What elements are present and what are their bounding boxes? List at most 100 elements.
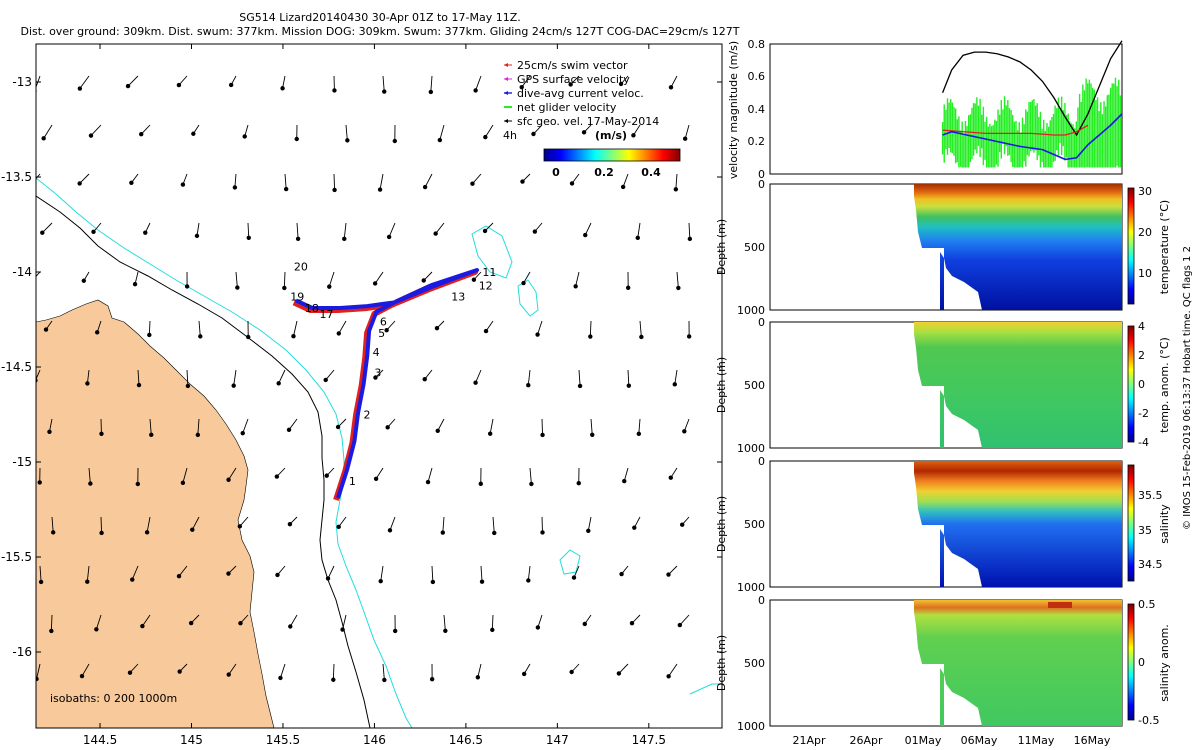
sfc-velocity-arrow: [427, 467, 433, 483]
salinity-anomaly-ytick-1: 500: [744, 657, 765, 670]
sfc-velocity-arrowhead: [531, 131, 536, 137]
sfc-velocity-arrow: [288, 418, 298, 431]
sfc-velocity-arrow: [492, 516, 495, 533]
track-day-label: 19: [290, 291, 304, 304]
sfc-velocity-arrow: [541, 516, 543, 533]
temp-anomaly-cbar-tick-0: 4: [1138, 320, 1145, 333]
sfc-velocity-arrowhead: [576, 481, 581, 486]
glider-track: [292, 268, 480, 501]
map-ytick-label: -13: [12, 75, 32, 89]
sfc-velocity-arrowhead: [483, 134, 488, 140]
sfc-velocity-arrowhead: [433, 231, 438, 236]
sfc-velocity-arrowhead: [291, 334, 296, 339]
sfc-velocity-arrowhead: [278, 675, 283, 681]
sfc-velocity-arrowhead: [377, 187, 383, 192]
temp-anomaly-field: [914, 322, 1122, 448]
sfc-velocity-arrowhead: [521, 671, 527, 677]
time-tick-5: 16May: [1074, 734, 1111, 747]
sfc-velocity-arrow: [638, 418, 641, 434]
sfc-velocity-arrowhead: [280, 86, 285, 91]
sfc-velocity-arrowhead: [616, 671, 622, 676]
sfc-velocity-arrowhead: [666, 674, 671, 679]
sfc-velocity-arrow: [280, 663, 286, 679]
track-day-label: 18: [305, 302, 319, 315]
sfc-velocity-arrow: [587, 516, 592, 531]
vel-ytick-2: 0.4: [748, 103, 766, 116]
sfc-velocity-arrow: [480, 565, 483, 582]
time-tick-2: 01May: [905, 734, 942, 747]
sfc-velocity-arrow: [435, 222, 445, 234]
sfc-velocity-arrowhead: [435, 428, 440, 433]
sfc-velocity-arrow: [328, 271, 335, 287]
sfc-velocity-arrow: [342, 614, 347, 630]
sfc-velocity-arrow: [527, 565, 531, 581]
sfc-velocity-arrow: [475, 369, 482, 383]
salinity-anomaly-cbar-tick-1: 0: [1138, 656, 1145, 669]
colorbar-title: (m/s): [595, 129, 627, 142]
sfc-velocity-arrow: [79, 75, 90, 89]
sfc-velocity-arrowhead: [629, 621, 635, 626]
colorbar-tick-2: 0.4: [641, 166, 661, 179]
sfc-velocity-arrowhead: [246, 235, 251, 240]
sfc-velocity-arrow: [431, 565, 434, 582]
sfc-velocity-arrow: [186, 369, 189, 386]
salinity-anomaly-cbar-tick-0: 0.5: [1138, 598, 1156, 611]
sfc-velocity-arrowhead: [177, 669, 182, 674]
sfc-velocity-arrowhead: [676, 285, 681, 291]
temperature-cbar-tick-0: 30: [1138, 185, 1152, 198]
track-day-label: 3: [374, 367, 381, 380]
sfc-velocity-arrowhead: [473, 380, 478, 385]
temperature-ytick-1: 500: [744, 241, 765, 254]
sfc-velocity-arrow: [338, 320, 347, 334]
map-ytick-label: -15: [12, 455, 32, 469]
temp-anomaly-colorbar: [1127, 325, 1135, 443]
sfc-velocity-arrowhead: [325, 576, 331, 581]
legend-label-net-glider: net glider velocity: [517, 101, 617, 114]
sfc-velocity-arrow: [333, 173, 336, 190]
sfc-velocity-arrowhead: [540, 432, 545, 438]
sfc-velocity-arrow: [127, 75, 139, 87]
sfc-velocity-arrowhead: [30, 279, 34, 283]
temperature-cbar-tick-1: 20: [1138, 226, 1152, 239]
sfc-velocity-arrow: [90, 124, 102, 136]
sfc-velocity-arrowhead: [482, 228, 488, 234]
sfc-velocity-arrowhead: [184, 284, 190, 289]
legend-label-swim-vector: 25cm/s swim vector: [517, 59, 628, 72]
sfc-velocity-arrow: [242, 418, 249, 434]
sfc-velocity-arrowhead: [88, 133, 94, 138]
sfc-velocity-arrowhead: [577, 383, 583, 389]
sfc-velocity-arrowhead: [372, 281, 378, 286]
sfc-velocity-arrowhead: [240, 430, 245, 436]
legend-item-gps-velocity: GPS surface velocity: [504, 73, 630, 86]
sfc-velocity-arrow: [296, 222, 299, 239]
sfc-velocity-arrowhead: [283, 186, 289, 192]
sfc-velocity-arrowhead: [127, 670, 133, 675]
map-frame: [35, 43, 723, 729]
temperature-cbar-label: temperature (°C): [1158, 200, 1171, 294]
salinity-ytick-1: 500: [744, 518, 765, 531]
map-colorbar: [543, 148, 681, 162]
sfc-velocity-arrowhead: [149, 432, 154, 437]
track-dive-avg-current: [295, 268, 480, 499]
sfc-velocity-arrowhead: [382, 677, 387, 683]
map-xtick-label: 145.5: [266, 733, 300, 747]
sfc-velocity-arrowhead: [294, 136, 299, 142]
sfc-velocity-arrow: [484, 124, 494, 138]
sfc-velocity-arrow: [637, 222, 641, 238]
sfc-velocity-arrow: [521, 75, 531, 88]
map-xtick-label: 145: [180, 733, 203, 747]
salinity-anomaly-cbar-label: salinity anom.: [1158, 624, 1171, 702]
temperature-field: [914, 184, 1122, 310]
track-day-label: 13: [451, 291, 465, 304]
sfc-velocity-arrowhead: [274, 474, 280, 479]
sfc-velocity-arrow: [327, 565, 335, 579]
salinity-anomaly-colorbar: [1127, 603, 1135, 721]
sfc-velocity-arrowhead: [492, 530, 497, 536]
sfc-velocity-arrow: [235, 271, 238, 288]
sfc-velocity-arrow: [343, 222, 347, 239]
surface-velocity-arrows: [30, 75, 693, 683]
sfc-velocity-arrowhead: [583, 232, 588, 238]
sfc-velocity-arrowhead: [535, 625, 541, 630]
sfc-velocity-arrowhead: [139, 132, 144, 137]
sfc-velocity-arrowhead: [77, 181, 82, 186]
